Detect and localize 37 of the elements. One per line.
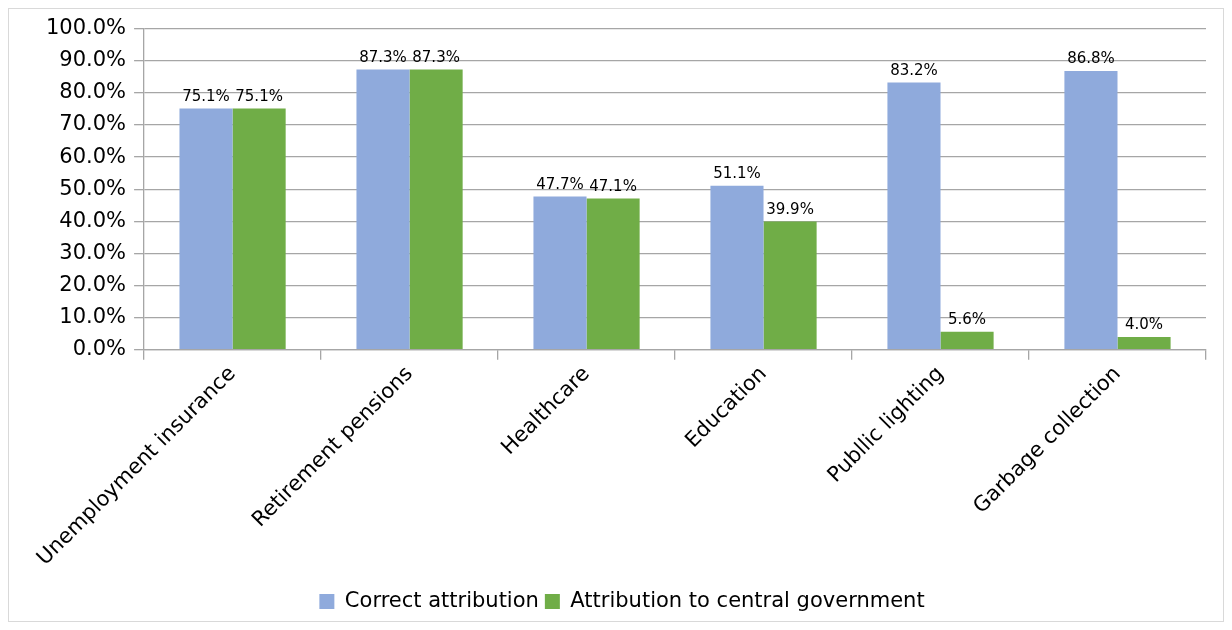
bar: [179, 108, 233, 350]
data-label: 75.1%: [235, 86, 283, 105]
y-tick-label: 100.0%: [45, 15, 127, 40]
data-label: 4.0%: [1125, 315, 1164, 334]
data-label: 5.6%: [948, 310, 987, 329]
bar: [763, 221, 817, 350]
bar: [232, 108, 286, 350]
data-label: 75.1%: [182, 86, 230, 105]
bar: [1117, 336, 1171, 350]
legend-label: Attribution to central government: [570, 587, 925, 612]
bar: [586, 198, 640, 350]
data-label: 87.3%: [359, 47, 407, 66]
bar: [710, 185, 764, 350]
y-tick-label: 70.0%: [59, 111, 127, 136]
data-label: 86.8%: [1067, 49, 1115, 68]
y-tick-label: 50.0%: [59, 175, 127, 200]
data-label: 39.9%: [766, 199, 814, 218]
data-label: 87.3%: [412, 47, 460, 66]
data-label: 83.2%: [890, 60, 938, 79]
bar: [356, 69, 410, 350]
y-tick-label: 30.0%: [59, 239, 127, 264]
legend-label: Correct attribution: [344, 587, 539, 612]
bar: [409, 69, 463, 350]
y-tick-label: 90.0%: [59, 47, 127, 72]
y-tick-label: 20.0%: [59, 271, 127, 296]
data-label: 51.1%: [713, 164, 761, 183]
bar: [940, 331, 994, 350]
y-tick-label: 0.0%: [72, 336, 127, 361]
bar: [533, 196, 587, 350]
y-tick-label: 40.0%: [59, 207, 127, 232]
data-label: 47.1%: [589, 176, 637, 195]
y-tick-label: 60.0%: [59, 143, 127, 168]
y-tick-label: 80.0%: [59, 79, 127, 104]
y-tick-label: 10.0%: [59, 304, 127, 329]
data-label: 47.7%: [536, 174, 584, 193]
bar: [887, 82, 941, 350]
bar: [1064, 70, 1118, 350]
